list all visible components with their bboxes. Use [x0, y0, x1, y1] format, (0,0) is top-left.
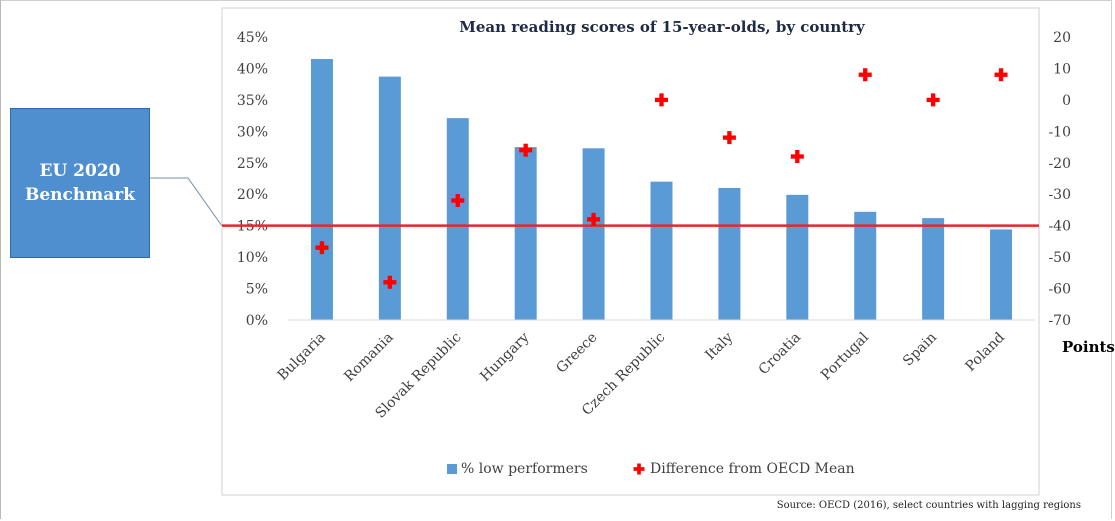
left-tick-label: 25% — [237, 156, 268, 172]
right-tick-label: -30 — [1048, 187, 1071, 203]
legend-marker-label: Difference from OECD Mean — [650, 461, 855, 477]
bar — [650, 181, 673, 320]
right-axis: -70 -60 -50 -40 -30 -20 -10 0 10 20 — [1048, 30, 1071, 329]
bar — [446, 118, 469, 320]
source-note: Source: OECD (2016), select countries wi… — [776, 500, 1081, 511]
bar — [310, 59, 333, 321]
plus-marker — [790, 149, 804, 163]
plus-marker — [451, 194, 465, 208]
bar — [922, 218, 945, 320]
eu-2020-benchmark-callout: EU 2020 Benchmark — [10, 108, 150, 258]
legend: % low performers Difference from OECD Me… — [447, 461, 855, 477]
chart-title: Mean reading scores of 15-year-olds, by … — [459, 18, 866, 36]
marker-series — [315, 68, 1008, 289]
right-tick-label: -20 — [1048, 156, 1071, 172]
right-tick-label: -40 — [1048, 219, 1071, 235]
right-tick-label: 0 — [1062, 93, 1071, 109]
legend-bar-label: % low performers — [461, 461, 588, 477]
legend-plus-icon — [633, 463, 645, 475]
bar — [854, 211, 877, 320]
right-tick-label: -70 — [1048, 313, 1071, 329]
right-tick-label: -60 — [1048, 282, 1071, 298]
left-tick-label: 40% — [237, 61, 268, 77]
bar — [786, 194, 809, 320]
left-tick-label: 5% — [246, 282, 268, 298]
bar — [990, 229, 1013, 320]
bar — [378, 76, 401, 321]
plus-marker — [383, 275, 397, 289]
plus-marker — [655, 93, 668, 107]
benchmark-callout-label: EU 2020 Benchmark — [25, 161, 135, 205]
left-axis: 0%5%10%15%20%25%30%35%40%45% — [237, 30, 268, 329]
left-tick-label: 35% — [237, 93, 268, 109]
chart-area — [221, 7, 1040, 496]
legend-plus-glyph — [633, 463, 645, 475]
right-tick-label: -10 — [1048, 124, 1071, 140]
bar — [718, 187, 741, 320]
plus-marker — [587, 212, 601, 226]
right-tick-label: 20 — [1053, 30, 1071, 46]
left-tick-label: 10% — [237, 250, 268, 266]
plus-marker — [994, 68, 1008, 82]
left-tick-label: 30% — [237, 124, 268, 140]
legend-bar-swatch — [447, 464, 457, 474]
right-tick-label: 10 — [1053, 61, 1071, 77]
right-axis-label: Points — [1062, 338, 1115, 356]
bar — [514, 147, 537, 320]
left-tick-label: 0% — [246, 313, 268, 329]
right-tick-label: -50 — [1048, 250, 1071, 266]
plus-marker — [315, 241, 329, 255]
plus-marker — [722, 131, 736, 145]
plus-marker — [926, 93, 940, 107]
left-tick-label: 20% — [237, 187, 268, 203]
plus-marker — [519, 143, 533, 157]
left-tick-label: 45% — [237, 30, 268, 46]
bar — [582, 148, 605, 320]
plus-marker — [858, 68, 872, 82]
